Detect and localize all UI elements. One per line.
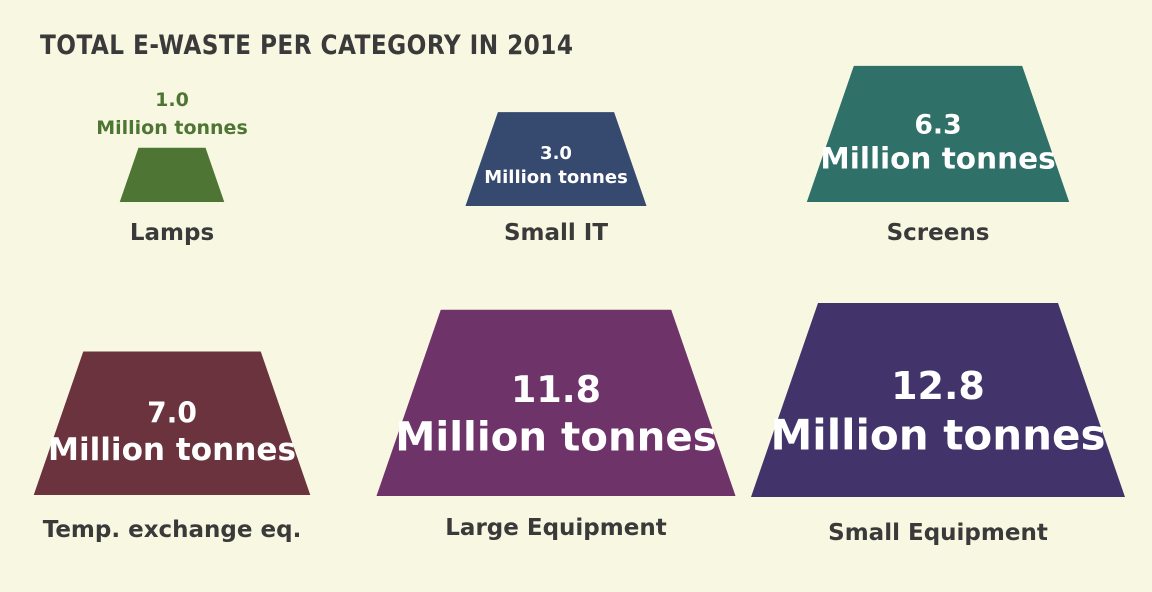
category-label: Small IT — [504, 220, 608, 246]
category-label: Lamps — [130, 220, 214, 246]
value-label: 3.0 — [540, 143, 572, 164]
unit-label: Million tonnes — [48, 432, 296, 468]
trapezoid-bar — [751, 303, 1125, 497]
category-label: Screens — [887, 220, 990, 246]
value-label: 1.0 — [155, 89, 189, 111]
unit-label: Million tonnes — [820, 142, 1055, 176]
trapezoid-bar — [119, 147, 225, 202]
chart-title: TOTAL E-WASTE PER CATEGORY IN 2014 — [40, 30, 574, 61]
trapezoid-bar — [376, 309, 736, 496]
trapezoid-bar — [465, 112, 647, 206]
trapezoid-bar — [806, 65, 1070, 202]
trapezoid-bar — [33, 351, 311, 495]
category-group: 1.0 Million tonnes Lamps — [96, 89, 248, 246]
category-label: Small Equipment — [828, 520, 1048, 546]
value-label: 7.0 — [147, 397, 197, 430]
category-label: Large Equipment — [445, 515, 666, 541]
unit-label: Million tonnes — [484, 167, 628, 188]
unit-label: Million tonnes — [771, 411, 1106, 460]
unit-label: Million tonnes — [96, 117, 248, 139]
value-label: 11.8 — [511, 368, 601, 411]
value-label: 12.8 — [891, 364, 985, 408]
category-group: 3.0 Million tonnes Small IT — [465, 112, 647, 246]
category-label: Temp. exchange eq. — [43, 517, 302, 543]
value-label: 6.3 — [914, 109, 961, 140]
unit-label: Million tonnes — [395, 413, 716, 460]
